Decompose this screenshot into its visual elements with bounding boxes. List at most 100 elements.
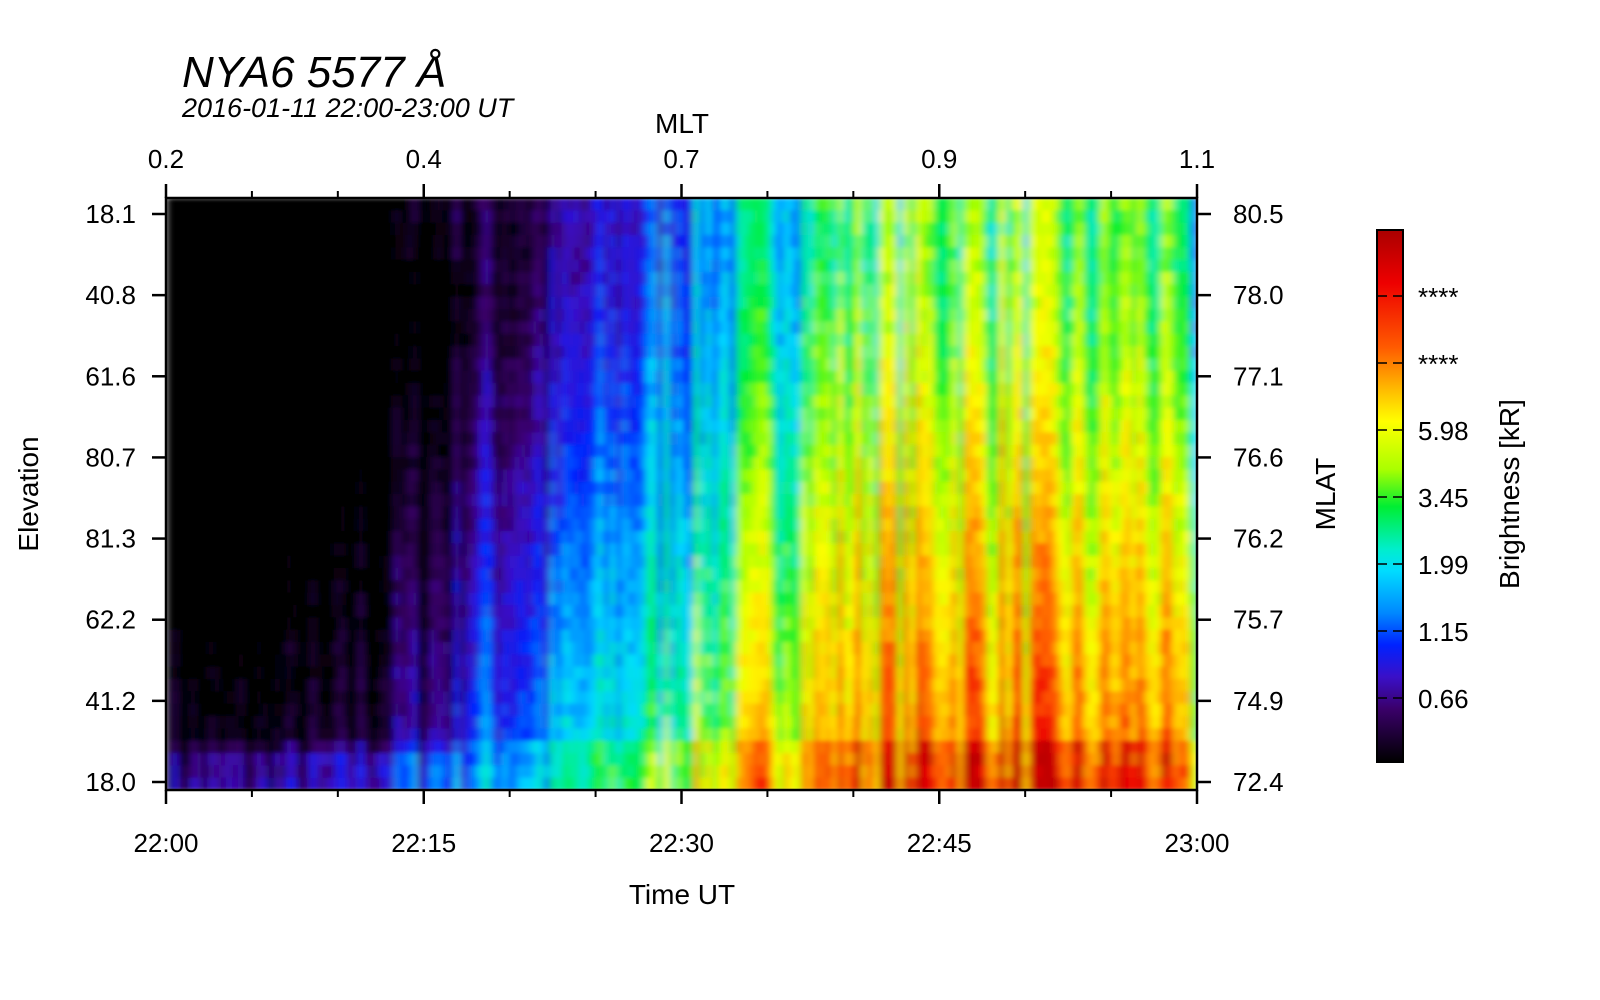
- heatmap-cell: [669, 259, 677, 273]
- heatmap-cell: [405, 198, 413, 212]
- heatmap-cell: [525, 654, 533, 668]
- heatmap-cell: [327, 284, 335, 298]
- heatmap-cell: [513, 629, 521, 643]
- heatmap-cell: [663, 222, 671, 236]
- heatmap-cell: [291, 210, 299, 224]
- heatmap-cell: [369, 333, 377, 347]
- heatmap-cell: [303, 321, 311, 335]
- heatmap-cell: [669, 740, 677, 754]
- heatmap-cell: [435, 333, 443, 347]
- heatmap-cell: [465, 605, 473, 619]
- heatmap-cell: [351, 679, 359, 693]
- heatmap-cell: [495, 703, 503, 717]
- heatmap-cell: [171, 494, 179, 508]
- heatmap-cell: [669, 346, 677, 360]
- heatmap-cell: [465, 247, 473, 261]
- heatmap-cell: [447, 444, 455, 458]
- heatmap-cell: [375, 531, 383, 545]
- heatmap-cell: [166, 494, 173, 508]
- heatmap-cell: [375, 728, 383, 742]
- heatmap-cell: [207, 518, 215, 532]
- heatmap-cell: [645, 259, 653, 273]
- heatmap-cell: [405, 284, 413, 298]
- heatmap-cell: [633, 346, 641, 360]
- heatmap-cell: [753, 592, 761, 606]
- heatmap-cell: [435, 284, 443, 298]
- heatmap-cell: [717, 592, 725, 606]
- heatmap-cell: [435, 654, 443, 668]
- heatmap-cell: [177, 469, 185, 483]
- heatmap-cell: [453, 716, 461, 730]
- heatmap-cell: [177, 370, 185, 384]
- heatmap-cell: [411, 728, 419, 742]
- heatmap-cell: [621, 309, 629, 323]
- heatmap-cell: [171, 309, 179, 323]
- heatmap-cell: [166, 666, 173, 680]
- heatmap-cell: [639, 531, 647, 545]
- heatmap-cell: [213, 543, 221, 557]
- heatmap-cell: [603, 629, 611, 643]
- heatmap-cell: [597, 309, 605, 323]
- heatmap-cell: [669, 481, 677, 495]
- heatmap-cell: [669, 383, 677, 397]
- heatmap-cell: [495, 765, 503, 779]
- heatmap-cell: [351, 481, 359, 495]
- heatmap-cell: [351, 691, 359, 705]
- heatmap-cell: [765, 407, 773, 421]
- heatmap-cell: [753, 617, 761, 631]
- heatmap-cell: [303, 703, 311, 717]
- heatmap-cell: [399, 506, 407, 520]
- heatmap-cell: [171, 703, 179, 717]
- heatmap-cell: [195, 358, 203, 372]
- heatmap-cell: [231, 716, 239, 730]
- heatmap-cell: [219, 346, 227, 360]
- heatmap-cell: [225, 765, 233, 779]
- heatmap-cell: [543, 284, 551, 298]
- heatmap-cell: [735, 259, 743, 273]
- heatmap-cell: [477, 321, 485, 335]
- heatmap-cell: [381, 309, 389, 323]
- heatmap-cell: [279, 666, 287, 680]
- heatmap-cell: [501, 740, 509, 754]
- heatmap-cell: [333, 679, 341, 693]
- heatmap-cell: [591, 555, 599, 569]
- heatmap-cell: [711, 481, 719, 495]
- heatmap-cell: [639, 765, 647, 779]
- heatmap-cell: [627, 259, 635, 273]
- heatmap-cell: [327, 383, 335, 397]
- heatmap-cell: [585, 259, 593, 273]
- heatmap-cell: [375, 679, 383, 693]
- heatmap-cell: [765, 629, 773, 643]
- heatmap-cell: [669, 420, 677, 434]
- heatmap-cell: [189, 580, 197, 594]
- heatmap-cell: [585, 765, 593, 779]
- heatmap-cell: [495, 555, 503, 569]
- heatmap-cell: [759, 383, 767, 397]
- heatmap-cell: [231, 247, 239, 261]
- heatmap-cell: [609, 247, 617, 261]
- heatmap-cell: [255, 543, 263, 557]
- heatmap-cell: [711, 333, 719, 347]
- heatmap-cell: [273, 210, 281, 224]
- heatmap-cell: [537, 247, 545, 261]
- heatmap-cell: [351, 666, 359, 680]
- heatmap-cell: [573, 296, 581, 310]
- heatmap-cell: [219, 518, 227, 532]
- heatmap-cell: [219, 555, 227, 569]
- heatmap-cell: [321, 617, 329, 631]
- heatmap-cell: [513, 420, 521, 434]
- heatmap-cell: [663, 531, 671, 545]
- heatmap-cell: [627, 753, 635, 767]
- heatmap-cell: [783, 432, 791, 446]
- heatmap-cell: [651, 728, 659, 742]
- heatmap-cell: [651, 629, 659, 643]
- heatmap-cell: [783, 605, 791, 619]
- heatmap-cell: [471, 654, 479, 668]
- heatmap-cell: [447, 777, 455, 790]
- heatmap-cell: [195, 432, 203, 446]
- heatmap-cell: [231, 605, 239, 619]
- heatmap-cell: [723, 296, 731, 310]
- heatmap-cell: [249, 617, 257, 631]
- heatmap-cell: [465, 679, 473, 693]
- heatmap-cell: [597, 296, 605, 310]
